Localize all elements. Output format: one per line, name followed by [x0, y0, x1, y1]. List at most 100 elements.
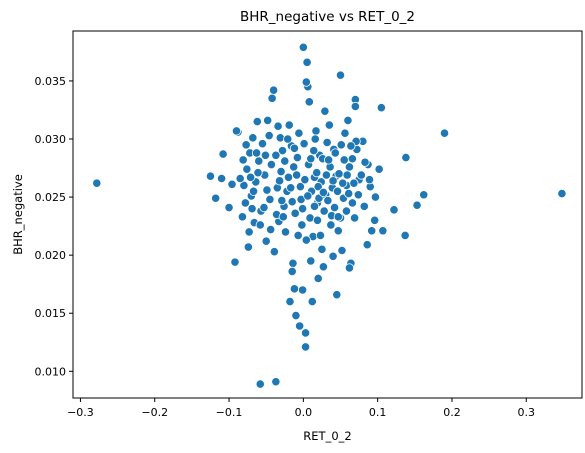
data-point [276, 166, 286, 177]
data-point [333, 226, 343, 236]
data-point [332, 290, 342, 300]
data-point [309, 146, 319, 156]
plot-frame [72, 30, 583, 399]
data-point [274, 176, 285, 186]
data-point [557, 188, 567, 199]
data-point [347, 154, 357, 164]
data-point [367, 226, 377, 236]
data-point [227, 179, 237, 189]
data-point [275, 133, 285, 143]
data-point [378, 226, 388, 236]
data-point [439, 128, 450, 138]
data-point [318, 262, 329, 272]
data-point [277, 146, 288, 156]
data-point [323, 195, 333, 206]
data-point [300, 342, 311, 352]
data-point [306, 256, 316, 266]
data-point [288, 258, 298, 268]
data-point [266, 225, 276, 235]
data-point [335, 70, 346, 80]
data-point [419, 190, 429, 200]
y-axis-label: BHR_negative [11, 174, 25, 255]
data-point [400, 230, 410, 241]
data-point [247, 204, 257, 214]
data-point [292, 170, 302, 180]
data-point [291, 310, 301, 321]
data-point [329, 202, 340, 213]
data-point [244, 227, 254, 237]
data-point [273, 121, 283, 131]
data-point [290, 208, 300, 218]
data-point [295, 321, 305, 331]
data-point [267, 93, 277, 103]
data-point [230, 257, 240, 267]
data-point [298, 285, 308, 295]
data-point [318, 187, 329, 198]
x-tick-label: 0.3 [518, 406, 536, 419]
data-point [280, 156, 290, 166]
data-point [307, 296, 317, 307]
data-point [319, 206, 329, 216]
y-tick-label: 0.030 [35, 133, 67, 146]
data-point [344, 188, 354, 199]
data-point [320, 106, 330, 116]
data-point [344, 263, 355, 273]
y-tick-label: 0.015 [35, 307, 67, 320]
data-point [237, 212, 248, 222]
data-point [300, 175, 310, 185]
data-point [389, 205, 399, 215]
data-point [257, 139, 268, 149]
data-point [343, 115, 353, 126]
data-point [253, 168, 263, 178]
data-point [328, 176, 338, 186]
y-tick-label: 0.010 [35, 365, 67, 378]
data-point [302, 57, 312, 67]
data-point [261, 236, 271, 246]
data-point [263, 115, 273, 126]
data-point [356, 170, 366, 180]
data-point [298, 204, 308, 214]
x-axis-label: RET_0_2 [303, 429, 351, 443]
data-point [245, 172, 256, 182]
data-point [313, 273, 323, 283]
data-point [328, 251, 338, 261]
data-point [92, 178, 102, 188]
data-point [277, 195, 287, 206]
data-point [401, 152, 411, 163]
data-point [336, 140, 346, 150]
data-point [260, 150, 271, 160]
data-point [324, 120, 334, 130]
y-axis-ticks: 0.010 0.015 0.020 0.025 0.030 0.035 [35, 75, 73, 378]
data-point [248, 186, 259, 196]
data-point [326, 220, 336, 230]
data-point [271, 150, 281, 160]
data-point [353, 190, 363, 200]
data-point [301, 77, 311, 87]
x-tick-label: −0.1 [216, 406, 243, 419]
data-point [330, 148, 340, 158]
data-point [370, 192, 381, 202]
data-point [346, 141, 356, 151]
data-point [285, 296, 295, 307]
data-point [412, 200, 422, 210]
data-point [269, 247, 279, 257]
y-tick-label: 0.020 [35, 249, 67, 262]
data-point [321, 170, 331, 180]
chart-title: BHR_negative vs RET_0_2 [240, 9, 415, 25]
data-point [359, 201, 369, 211]
data-point [252, 116, 262, 127]
x-tick-label: 0.1 [369, 406, 387, 419]
data-point [334, 169, 344, 179]
data-point [292, 152, 303, 163]
x-tick-label: 0.0 [295, 406, 313, 419]
data-point [360, 157, 370, 167]
x-tick-label: −0.2 [141, 406, 168, 419]
data-point [278, 212, 288, 222]
data-point [312, 168, 322, 178]
data-point [309, 201, 320, 211]
data-point [251, 148, 262, 158]
data-point [362, 240, 372, 250]
data-point [211, 193, 221, 203]
data-point [376, 103, 386, 113]
data-point [304, 97, 314, 107]
